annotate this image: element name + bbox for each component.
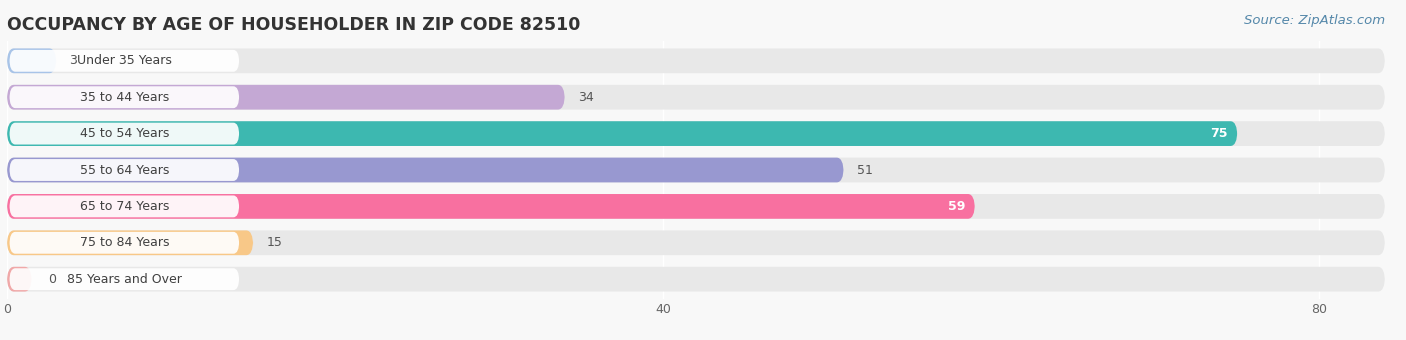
FancyBboxPatch shape — [7, 121, 1385, 146]
Text: 85 Years and Over: 85 Years and Over — [67, 273, 181, 286]
FancyBboxPatch shape — [10, 159, 239, 181]
FancyBboxPatch shape — [7, 194, 1385, 219]
Text: 34: 34 — [578, 91, 593, 104]
Text: 3: 3 — [69, 54, 77, 67]
FancyBboxPatch shape — [10, 86, 239, 108]
FancyBboxPatch shape — [7, 194, 974, 219]
FancyBboxPatch shape — [7, 158, 1385, 182]
Text: Under 35 Years: Under 35 Years — [77, 54, 172, 67]
FancyBboxPatch shape — [7, 48, 56, 73]
FancyBboxPatch shape — [7, 231, 1385, 255]
FancyBboxPatch shape — [10, 50, 239, 72]
FancyBboxPatch shape — [10, 195, 239, 217]
Text: 59: 59 — [948, 200, 965, 213]
Text: 55 to 64 Years: 55 to 64 Years — [80, 164, 169, 176]
Text: 45 to 54 Years: 45 to 54 Years — [80, 127, 169, 140]
FancyBboxPatch shape — [7, 231, 253, 255]
FancyBboxPatch shape — [7, 121, 1237, 146]
FancyBboxPatch shape — [10, 123, 239, 144]
FancyBboxPatch shape — [7, 267, 1385, 292]
FancyBboxPatch shape — [7, 158, 844, 182]
Text: 75: 75 — [1211, 127, 1227, 140]
Text: 75 to 84 Years: 75 to 84 Years — [80, 236, 169, 249]
Text: 65 to 74 Years: 65 to 74 Years — [80, 200, 169, 213]
FancyBboxPatch shape — [10, 268, 239, 290]
Text: 0: 0 — [48, 273, 56, 286]
FancyBboxPatch shape — [10, 232, 239, 254]
FancyBboxPatch shape — [7, 85, 565, 109]
FancyBboxPatch shape — [7, 267, 31, 292]
Text: 35 to 44 Years: 35 to 44 Years — [80, 91, 169, 104]
FancyBboxPatch shape — [7, 85, 1385, 109]
Text: 51: 51 — [856, 164, 873, 176]
Text: Source: ZipAtlas.com: Source: ZipAtlas.com — [1244, 14, 1385, 27]
FancyBboxPatch shape — [7, 48, 1385, 73]
Text: OCCUPANCY BY AGE OF HOUSEHOLDER IN ZIP CODE 82510: OCCUPANCY BY AGE OF HOUSEHOLDER IN ZIP C… — [7, 16, 581, 34]
Text: 15: 15 — [266, 236, 283, 249]
